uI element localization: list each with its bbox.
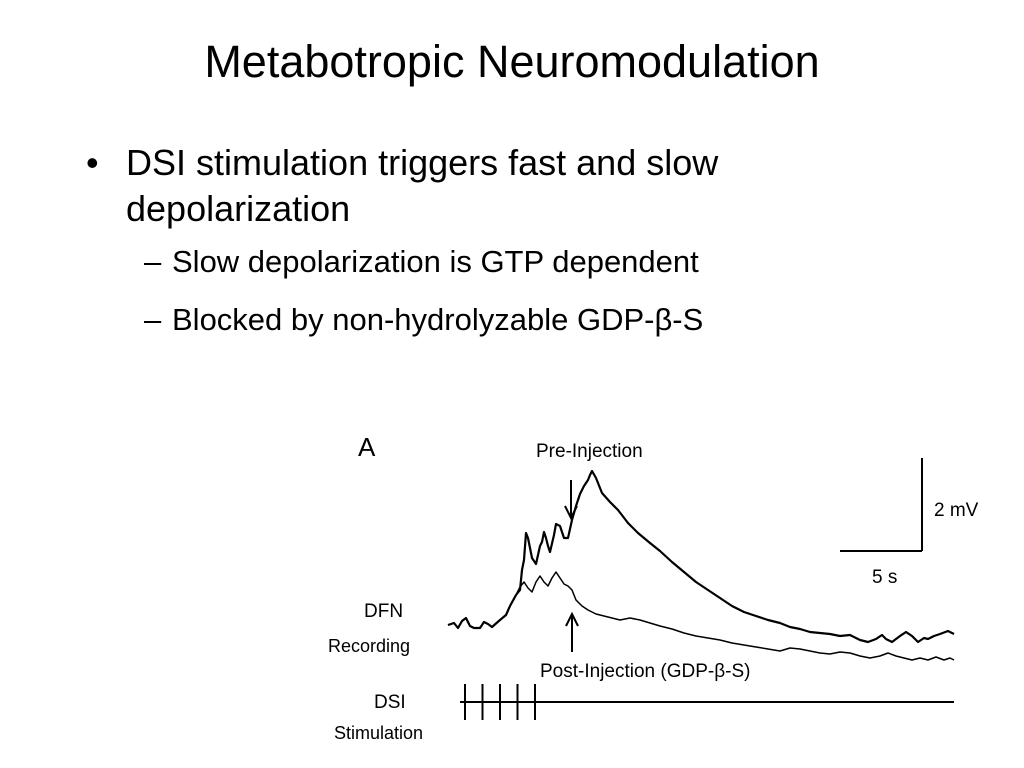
bullet-item: • DSI stimulation triggers fast and slow… xyxy=(86,140,946,232)
bullet-marker: • xyxy=(86,142,99,183)
panel-label: A xyxy=(358,432,376,462)
sub-bullet-text: Blocked by non-hydrolyzable GDP-β-S xyxy=(172,302,704,337)
sub-bullet-text: Slow depolarization is GTP dependent xyxy=(172,244,699,279)
scale-voltage-label: 2 mV xyxy=(934,500,979,521)
pre-injection-label: Pre-Injection xyxy=(536,441,643,462)
slide-title: Metabotropic Neuromodulation xyxy=(204,36,820,87)
recording-label: Recording xyxy=(328,636,410,656)
bullet-list: • DSI stimulation triggers fast and slow… xyxy=(86,140,946,340)
dsi-label: DSI xyxy=(374,692,406,713)
stimulus-pulses xyxy=(464,684,536,720)
scale-time-label: 5 s xyxy=(872,567,897,588)
post-injection-label: Post-Injection (GDP-β-S) xyxy=(540,661,750,682)
post-injection-trace xyxy=(447,571,955,661)
sub-bullet-item: – Slow depolarization is GTP dependent xyxy=(144,242,946,282)
dfn-label: DFN xyxy=(364,601,403,622)
electrophysiology-figure: A Pre-Injection Post-Injection (GDP-β-S)… xyxy=(320,420,1000,750)
sub-bullet-item: – Blocked by non-hydrolyzable GDP-β-S xyxy=(144,300,946,340)
sub-bullet-marker: – xyxy=(144,244,162,279)
scale-bar xyxy=(840,458,923,552)
post-injection-arrow xyxy=(565,611,579,652)
figure-svg: A Pre-Injection Post-Injection (GDP-β-S)… xyxy=(328,432,979,743)
pre-injection-trace xyxy=(447,469,955,644)
sub-bullet-marker: – xyxy=(144,302,162,337)
stimulation-label: Stimulation xyxy=(334,723,423,743)
bullet-text: DSI stimulation triggers fast and slow d… xyxy=(126,142,719,229)
